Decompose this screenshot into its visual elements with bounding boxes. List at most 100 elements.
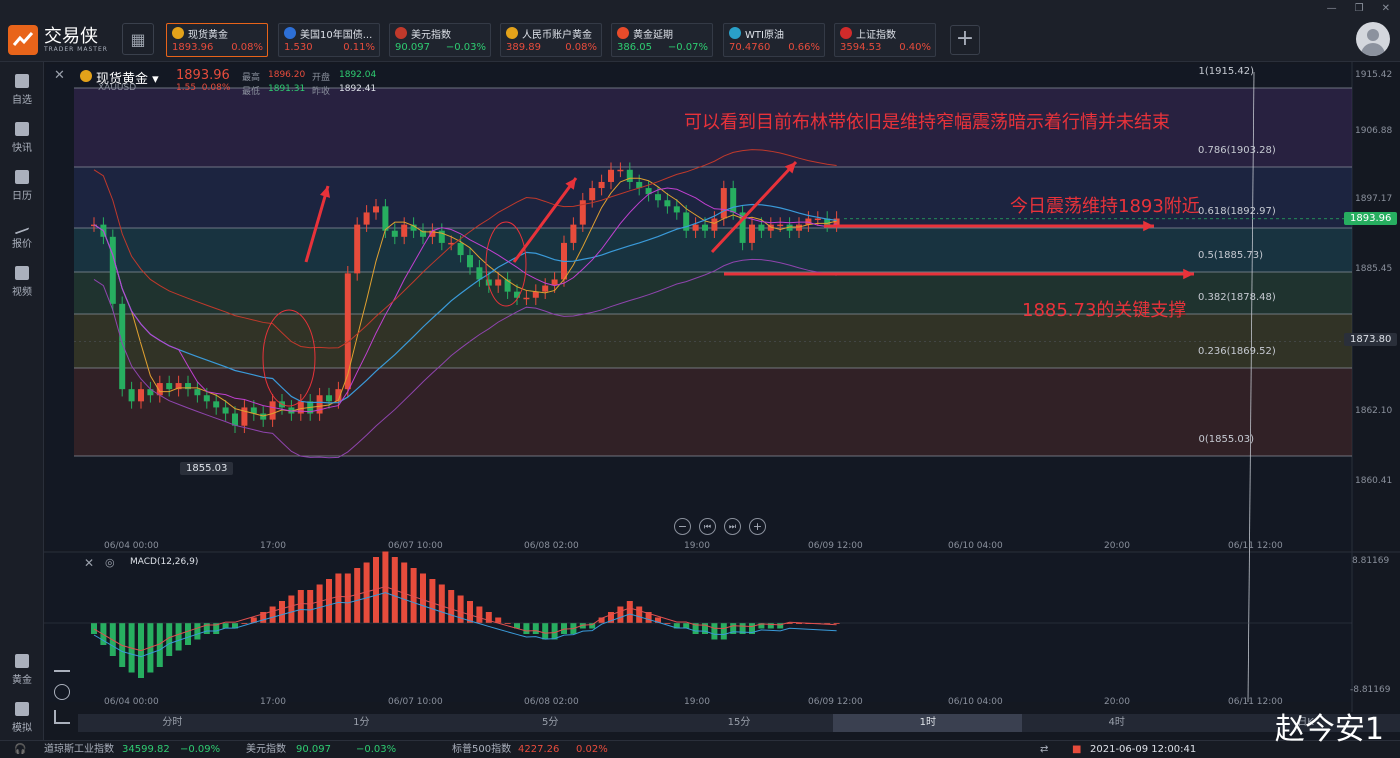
- candle-body: [758, 224, 765, 231]
- fib-band: [74, 368, 1352, 456]
- candle-body: [448, 242, 455, 245]
- sidebar-item-news[interactable]: 快讯: [0, 118, 44, 158]
- us-flag-icon: [395, 27, 407, 39]
- candle-body: [213, 401, 220, 408]
- sidebar-item-gold[interactable]: 黄金: [0, 650, 44, 690]
- macd-bar: [824, 623, 831, 624]
- candle-body: [138, 389, 144, 402]
- sse-icon: [840, 27, 852, 39]
- close-window-icon[interactable]: ✕: [1381, 3, 1390, 14]
- ticker-price: 3594.53: [840, 42, 882, 53]
- annotation-support: 1885.73的关键支撑: [1022, 300, 1187, 321]
- chart-canvas[interactable]: [44, 62, 1400, 740]
- draw-tool-icon[interactable]: [54, 684, 70, 700]
- ticker-0[interactable]: 现货黄金 1893.96 0.08%: [166, 23, 268, 57]
- headset-icon[interactable]: 🎧: [14, 744, 27, 755]
- macd-bar: [589, 623, 596, 629]
- x-axis-tick: 06/11 12:00: [1228, 541, 1283, 551]
- annotation-ellipse: [485, 221, 527, 307]
- annotation-ellipse: [262, 309, 316, 407]
- zoom-in-icon[interactable]: +: [749, 518, 766, 535]
- app-logo[interactable]: 交易侠 TRADER MASTER: [8, 22, 118, 58]
- sidebar-item-video[interactable]: 视频: [0, 262, 44, 302]
- user-avatar[interactable]: [1356, 22, 1390, 56]
- candle-body: [739, 212, 746, 243]
- annotation-arrow: [710, 160, 798, 254]
- candle-body: [260, 413, 267, 420]
- macd-settings-icon[interactable]: ◎: [105, 556, 115, 569]
- ticker-change: 0.11%: [343, 42, 375, 53]
- candle-body: [269, 401, 276, 420]
- trend-tool-icon[interactable]: [54, 710, 70, 724]
- ticker-5[interactable]: WTI原油 70.4760 0.66%: [723, 23, 825, 57]
- x-axis-tick: 19:00: [684, 541, 710, 551]
- grid-icon: ▦: [130, 29, 146, 49]
- ticker-price: 386.05: [617, 42, 652, 53]
- scroll-right-icon[interactable]: ⏭: [724, 518, 741, 535]
- macd-bar: [542, 623, 549, 640]
- candle-body: [664, 200, 671, 207]
- candle-body: [335, 389, 342, 402]
- arrow-head: [784, 162, 796, 174]
- timeframe-tab-1[interactable]: 1分: [353, 717, 370, 728]
- add-ticker-button[interactable]: +: [950, 25, 980, 55]
- timeframe-tab-0[interactable]: 分时: [162, 717, 183, 728]
- macd-dif-line: [93, 586, 837, 652]
- boll-upper-line: [93, 149, 837, 349]
- timeframe-tab-3[interactable]: 15分: [727, 717, 751, 728]
- close-macd-icon[interactable]: ✕: [84, 556, 95, 570]
- zoom-out-icon[interactable]: −: [674, 518, 691, 535]
- macd-bar: [91, 623, 97, 634]
- y-axis-tick: 1885.45: [1355, 264, 1393, 274]
- indicator-tool-icon[interactable]: [54, 658, 70, 672]
- symbol-code: XAUUSD: [98, 83, 137, 93]
- candle-body: [805, 218, 812, 225]
- ticker-1[interactable]: 美国10年国债... 1.530 0.11%: [278, 23, 380, 57]
- timeframe-tab-6[interactable]: 日K: [1297, 717, 1314, 728]
- ticker-3[interactable]: 人民币账户黄金 389.89 0.08%: [500, 23, 602, 57]
- candle-body: [485, 279, 492, 286]
- ticker-name: 美元指数: [411, 30, 451, 41]
- fib-band: [74, 272, 1352, 314]
- macd-bar: [720, 623, 727, 640]
- sidebar-item-quotes[interactable]: 报价: [0, 214, 44, 254]
- candle-body: [401, 224, 408, 237]
- macd-bar: [410, 568, 417, 623]
- ticker-2[interactable]: 美元指数 90.097 −0.03%: [389, 23, 491, 57]
- candle-body: [683, 212, 690, 231]
- candle-body: [598, 181, 605, 189]
- candle-body: [655, 194, 661, 201]
- candle-body: [382, 206, 389, 231]
- ma10-line: [93, 187, 837, 413]
- open-label: 开盘: [312, 73, 331, 83]
- macd-bar: [363, 562, 370, 623]
- macd-bar: [476, 606, 483, 623]
- candle-body: [626, 169, 633, 182]
- prev-close-label: 昨收: [312, 87, 331, 97]
- last-price-badge: 1893.96: [1344, 212, 1398, 225]
- ticker-4[interactable]: 黄金延期 386.05 −0.07%: [611, 23, 713, 57]
- sidebar-item-calendar[interactable]: 日历: [0, 166, 44, 206]
- scroll-left-icon[interactable]: ⏮: [699, 518, 716, 535]
- candle-body: [316, 395, 323, 414]
- timeframe-tab-2[interactable]: 5分: [541, 717, 559, 728]
- chart-area[interactable]: [44, 62, 1400, 740]
- candle-body: [363, 212, 370, 225]
- grid-layout-button[interactable]: ▦: [122, 23, 154, 55]
- macd-x-axis-tick: 06/04 00:00: [104, 697, 159, 707]
- gold-icon: [80, 70, 92, 82]
- macd-bar: [485, 612, 492, 623]
- macd-bar: [702, 623, 708, 634]
- symbol-selector[interactable]: 现货黄金 ▾: [96, 72, 159, 87]
- restore-icon[interactable]: ❐: [1354, 3, 1364, 14]
- timeframe-tab-4[interactable]: 1时: [833, 714, 1023, 732]
- bar-icon: [284, 27, 296, 39]
- timeframe-tab-5[interactable]: 4时: [1108, 717, 1125, 728]
- sidebar-item-watchlist[interactable]: 自选: [0, 70, 44, 110]
- close-chart-icon[interactable]: ✕: [54, 68, 65, 83]
- minimize-icon[interactable]: —: [1326, 3, 1337, 14]
- ticker-6[interactable]: 上证指数 3594.53 0.40%: [834, 23, 936, 57]
- ticker-name: 黄金延期: [633, 30, 673, 41]
- sidebar-item-simulate[interactable]: 模拟: [0, 698, 44, 738]
- macd-bar: [673, 623, 680, 629]
